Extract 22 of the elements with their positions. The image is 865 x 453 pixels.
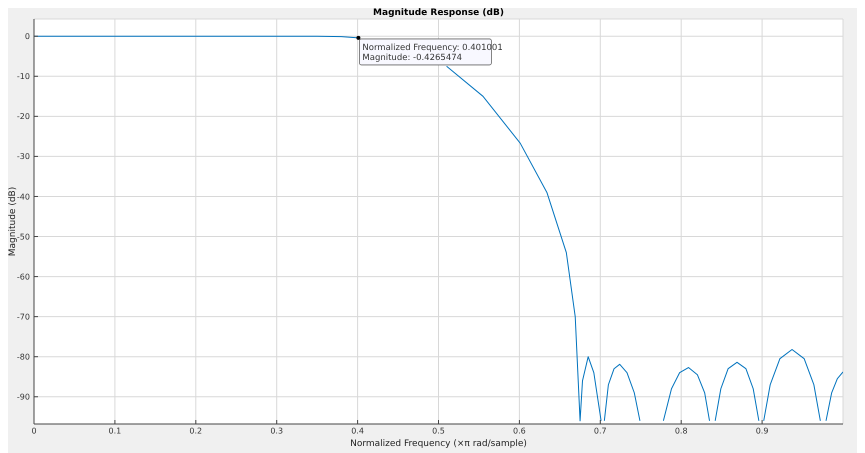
y-tick-label: -50 [16, 232, 30, 242]
y-tick-label: -40 [16, 192, 30, 202]
y-tick-label: -70 [16, 312, 30, 322]
x-tick-label: 0.8 [674, 426, 688, 436]
y-tick-label: -80 [16, 352, 30, 362]
y-tick-label: -30 [16, 152, 30, 162]
x-tick-label: 0.1 [108, 426, 122, 436]
y-tick-label: -60 [16, 272, 30, 282]
x-tick-label: 0 [31, 426, 37, 436]
x-tick-label: 0.7 [594, 426, 607, 436]
y-tick-label: 0 [24, 32, 30, 42]
x-tick-label: 0.4 [351, 426, 364, 436]
x-axis-title: Normalized Frequency (×π rad/sample) [349, 439, 528, 450]
x-tick-label: 0.2 [189, 426, 202, 436]
x-tick-label: 0.9 [756, 426, 768, 436]
chart-title: Magnitude Response (dB) [372, 8, 505, 19]
y-tick-label: -90 [16, 392, 30, 402]
x-tick-label: 0.5 [432, 426, 445, 436]
x-tick-label: 0.6 [513, 426, 526, 436]
y-tick-label: -10 [16, 72, 30, 82]
x-tick-label: 0.3 [270, 426, 284, 436]
y-tick-label: -20 [16, 112, 30, 122]
